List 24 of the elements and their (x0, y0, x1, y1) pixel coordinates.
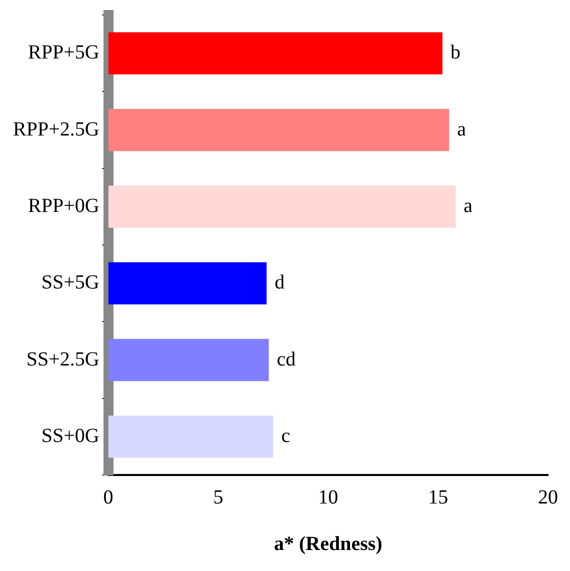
bar (108, 186, 456, 228)
bar (108, 32, 442, 74)
y-tick-label: SS+5G (41, 272, 100, 294)
y-tick-label: RPP+5G (28, 42, 100, 64)
data-label: a (457, 118, 466, 140)
x-tick-label: 10 (318, 486, 338, 508)
x-tick-label: 15 (428, 486, 448, 508)
data-label: c (281, 424, 290, 447)
data-label: a (464, 194, 473, 217)
bar (108, 262, 267, 304)
y-tick-label: SS+0G (41, 424, 100, 447)
y-tick-label: RPP+2.5G (12, 118, 100, 140)
x-tick-label: 5 (213, 486, 224, 508)
y-tick-label: RPP+0G (28, 194, 100, 217)
bar (108, 338, 269, 382)
x-tick-label: 20 (538, 486, 558, 508)
bar (108, 108, 450, 152)
data-label: cd (276, 348, 296, 370)
x-axis-title: a* (Redness) (274, 533, 382, 556)
data-label: b (450, 42, 460, 64)
bar (108, 416, 274, 458)
data-label: d (274, 272, 285, 294)
y-tick-label: SS+2.5G (26, 348, 100, 370)
x-tick-label: 0 (103, 486, 114, 508)
